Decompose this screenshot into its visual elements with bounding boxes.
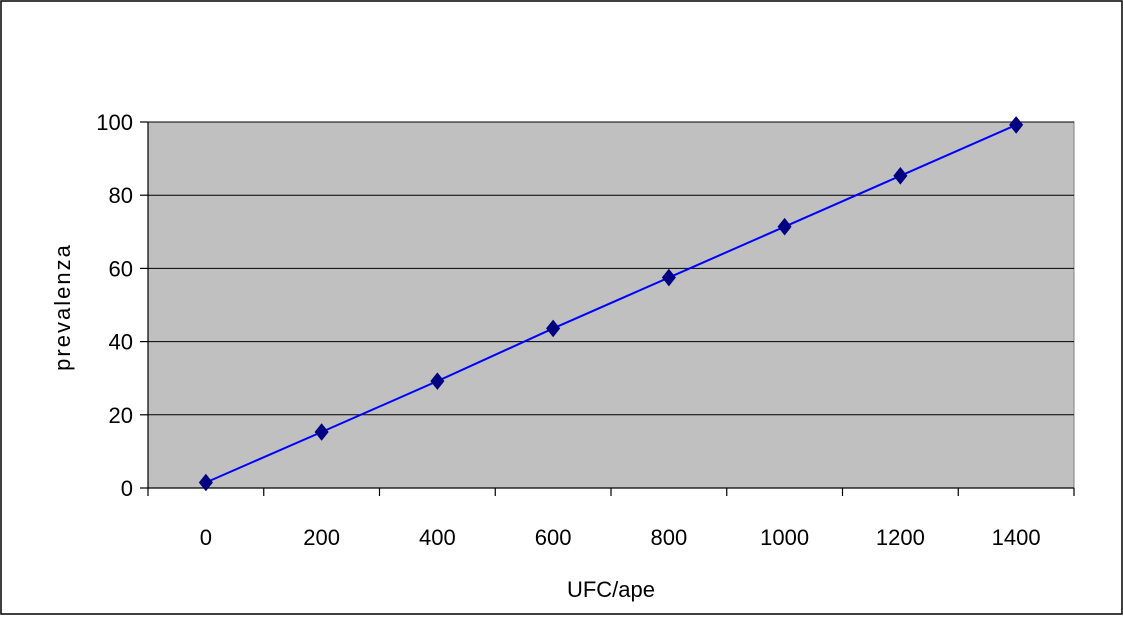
y-tick-label: 80 xyxy=(109,183,133,208)
y-tick-label: 20 xyxy=(109,403,133,428)
gridlines xyxy=(148,121,1074,416)
x-tick-label: 600 xyxy=(535,525,572,550)
y-tick-label: 100 xyxy=(96,110,133,135)
data-point-marker xyxy=(430,372,445,390)
data-point-marker xyxy=(777,217,792,236)
markers-group xyxy=(198,116,1024,492)
series-group xyxy=(205,124,1017,484)
plot-area xyxy=(147,121,1075,489)
x-tick-label: 400 xyxy=(419,525,456,550)
data-point-marker xyxy=(893,167,908,185)
data-point-marker xyxy=(546,319,561,338)
data-point-marker xyxy=(314,423,329,441)
x-axis-title: UFC/ape xyxy=(567,577,655,602)
y-tick-label: 40 xyxy=(109,330,133,355)
x-tick-label: 200 xyxy=(303,525,340,550)
x-tick-label: 0 xyxy=(200,525,212,550)
y-axis-title: prevalenza xyxy=(50,243,75,371)
data-point-marker xyxy=(198,473,213,492)
y-tick-label: 60 xyxy=(109,256,133,281)
data-point-marker xyxy=(661,268,676,287)
data-point-marker xyxy=(1009,116,1024,134)
x-tick-label: 1000 xyxy=(760,525,809,550)
x-tick-label: 1200 xyxy=(876,525,925,550)
series-line xyxy=(205,124,1017,484)
ticks xyxy=(140,121,1075,496)
y-tick-label: 0 xyxy=(121,476,133,501)
x-tick-label: 1400 xyxy=(992,525,1041,550)
x-tick-label: 800 xyxy=(651,525,688,550)
